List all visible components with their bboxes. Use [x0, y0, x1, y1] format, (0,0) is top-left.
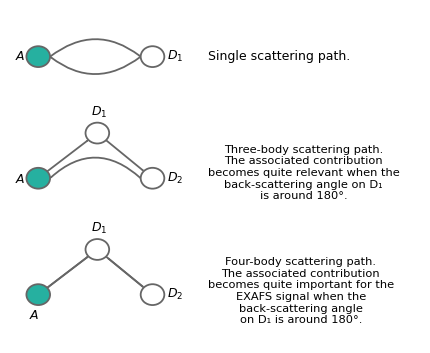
FancyArrowPatch shape: [50, 39, 139, 56]
Circle shape: [140, 284, 164, 305]
Circle shape: [85, 122, 109, 143]
Circle shape: [26, 46, 50, 67]
Text: A: A: [16, 50, 25, 63]
Text: $D_2$: $D_2$: [167, 287, 183, 302]
FancyArrowPatch shape: [106, 140, 142, 170]
Circle shape: [85, 239, 109, 260]
Text: $D_1$: $D_1$: [91, 221, 107, 236]
FancyArrowPatch shape: [48, 256, 88, 287]
Circle shape: [26, 168, 50, 189]
Text: A: A: [30, 309, 38, 322]
FancyArrowPatch shape: [47, 257, 87, 288]
Text: $D_2$: $D_2$: [167, 171, 183, 186]
Text: Single scattering path.: Single scattering path.: [207, 50, 349, 63]
FancyArrowPatch shape: [51, 157, 140, 178]
Text: A: A: [16, 173, 25, 186]
Text: $D_1$: $D_1$: [167, 49, 184, 64]
FancyArrowPatch shape: [106, 257, 142, 287]
Circle shape: [140, 168, 164, 189]
FancyArrowPatch shape: [108, 259, 142, 286]
Circle shape: [26, 284, 50, 305]
Text: Three-body scattering path.
The associated contribution
becomes quite relevant w: Three-body scattering path. The associat…: [207, 145, 399, 201]
Text: $D_1$: $D_1$: [91, 105, 107, 120]
FancyArrowPatch shape: [47, 141, 87, 172]
Text: Four-body scattering path.
The associated contribution
becomes quite important f: Four-body scattering path. The associate…: [207, 257, 393, 325]
Circle shape: [140, 46, 164, 67]
FancyArrowPatch shape: [51, 56, 140, 74]
